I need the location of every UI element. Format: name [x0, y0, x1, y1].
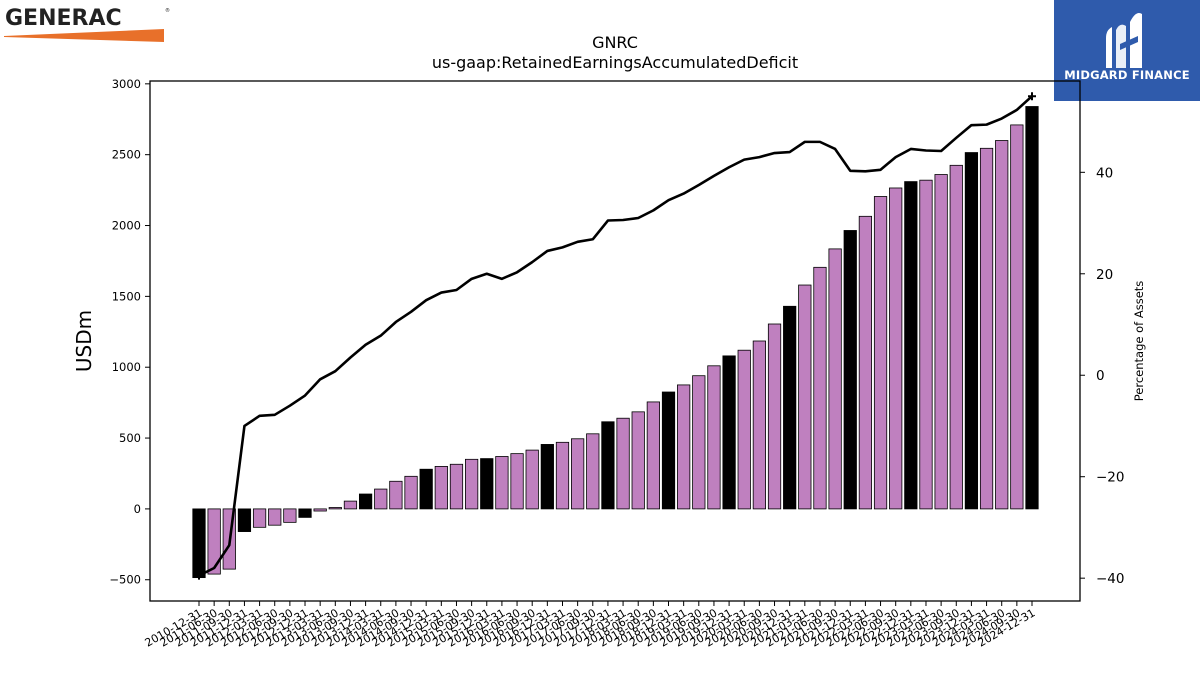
y2-tick-label: −20	[1096, 470, 1125, 486]
bar	[525, 449, 539, 510]
bar	[904, 181, 918, 510]
chart-title: GNRC	[592, 33, 638, 52]
y-tick-label: 2000	[112, 219, 141, 233]
bar	[1025, 106, 1039, 510]
svg-text:®: ®	[165, 7, 170, 14]
y2-tick-label: 40	[1096, 165, 1113, 181]
bar	[207, 508, 221, 575]
y-tick-label: 3000	[112, 77, 141, 91]
bar	[1010, 124, 1024, 510]
y-axis-label: USDm	[72, 310, 96, 372]
bar	[389, 480, 403, 510]
bar	[783, 305, 797, 510]
bar	[949, 164, 963, 510]
bar	[540, 444, 554, 510]
bar	[707, 365, 721, 510]
plot-frame	[149, 80, 1081, 602]
bar	[601, 421, 615, 510]
bar	[586, 433, 600, 510]
y-tick-label: −500	[109, 573, 141, 587]
bar	[752, 340, 766, 510]
midgard-finance-text: MIDGARD FINANCE	[1064, 68, 1190, 82]
y-tick-label: 0	[134, 502, 141, 516]
generac-swoosh	[4, 29, 164, 42]
generac-logo-graphic: GENERAC ®	[4, 6, 170, 42]
bar	[449, 463, 464, 510]
y2-tick-label: 20	[1096, 267, 1113, 283]
bar	[328, 507, 342, 510]
bar	[268, 508, 282, 526]
y-axis-left: −500 0 500 1000 1500 2000 2500 3000	[109, 77, 150, 587]
bar	[616, 417, 630, 510]
y2-tick-label: 0	[1096, 368, 1105, 384]
bar	[964, 152, 979, 510]
bar	[465, 458, 479, 510]
bar	[828, 248, 842, 510]
bar	[858, 215, 873, 510]
y-tick-label: 1500	[112, 289, 141, 303]
bar	[313, 508, 327, 512]
midgard-finance-logo: MIDGARD FINANCE	[1054, 0, 1200, 101]
bar	[919, 179, 933, 510]
bar	[434, 465, 448, 510]
bar	[692, 375, 706, 510]
bar	[495, 456, 509, 510]
bar	[192, 508, 206, 579]
generac-logo: GENERAC ®	[4, 4, 174, 44]
bar	[343, 500, 358, 510]
bar	[661, 391, 676, 510]
bar	[843, 230, 857, 510]
bar	[646, 401, 660, 510]
bar	[677, 384, 691, 510]
y2-tick-label: −40	[1096, 571, 1125, 587]
bar	[934, 174, 948, 510]
bar	[510, 453, 524, 510]
y-tick-label: 2500	[112, 148, 141, 162]
bar	[813, 266, 827, 510]
bar	[419, 468, 433, 510]
bar	[358, 493, 373, 510]
bar	[873, 196, 888, 510]
y-axis-right: −40 −20 0 20 40	[1080, 165, 1125, 587]
bar	[480, 458, 494, 510]
bar	[555, 441, 570, 510]
bar	[889, 187, 903, 510]
x-axis: 2010-12-312011-06-302011-09-302011-12-31…	[143, 601, 1038, 650]
bar	[995, 140, 1009, 510]
bar	[979, 147, 994, 510]
bar	[252, 508, 267, 528]
bar	[404, 475, 418, 510]
bar-series	[192, 106, 1039, 579]
generac-logo-text: GENERAC	[5, 6, 122, 31]
line-series	[195, 92, 1036, 580]
chart-subtitle: us-gaap:RetainedEarningsAccumulatedDefic…	[432, 53, 798, 72]
bar	[798, 284, 812, 510]
line-point	[1028, 92, 1036, 101]
bar	[374, 488, 388, 510]
bar	[767, 323, 782, 510]
bar	[631, 411, 645, 510]
line-path	[198, 95, 1033, 577]
line-point	[195, 571, 203, 580]
bar	[722, 355, 736, 510]
y-tick-label: 1000	[112, 360, 141, 374]
bar	[283, 508, 297, 523]
bar	[237, 508, 252, 532]
bar	[571, 438, 585, 510]
midgard-emblem-icon	[1106, 13, 1142, 69]
y-tick-label: 500	[119, 431, 141, 445]
y2-axis-label: Percentage of Assets	[1132, 281, 1146, 402]
bar	[737, 349, 751, 510]
bar	[298, 508, 312, 518]
